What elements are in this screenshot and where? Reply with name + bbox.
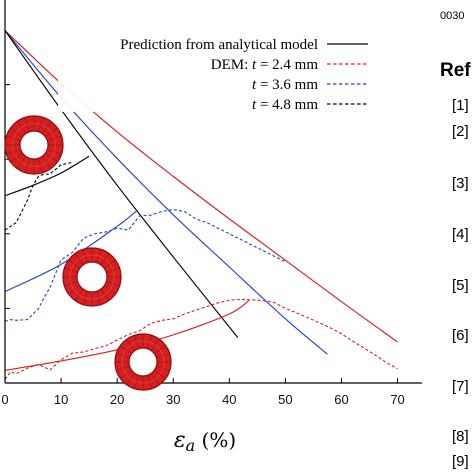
sidebar-ref-7: [7] [452, 378, 469, 395]
sidebar-ref-8: [8] [452, 428, 469, 445]
sidebar-references: 0030 Ref [1] [2] [3] [4] [5] [6] [7] [8] [9] [440, 10, 471, 470]
x-tick-label-10: 10 [54, 392, 68, 407]
series-t-2-4-mm-6 [5, 298, 398, 380]
x-tick-label-0: 0 [1, 392, 8, 407]
sidebar-ref-6: [6] [452, 327, 469, 344]
sidebar-ref-5: [5] [452, 277, 469, 294]
ring-illustrations [4, 115, 172, 391]
legend-entry-4: t = 4.8 mm [252, 97, 318, 113]
series-t-4-8-mm-8 [5, 161, 73, 231]
sidebar-ref-2: [2] [452, 123, 469, 140]
ring-specimen-icon [4, 115, 64, 175]
x-tick-label-60: 60 [334, 392, 348, 407]
x-tick-label-70: 70 [390, 392, 404, 407]
x-tick-label-30: 30 [166, 392, 180, 407]
legend-box [58, 26, 370, 112]
x-tick-label-20: 20 [110, 392, 124, 407]
series-loading-branch-t-4-8-mm-5 [5, 155, 90, 197]
legend-entry-3: t = 3.6 mm [252, 77, 318, 93]
ring-specimen-icon [62, 247, 122, 307]
sidebar-ref-4: [4] [452, 226, 469, 243]
series-t-3-6-mm-7 [5, 208, 286, 322]
series-prediction-from-analytical-model-t-4-8-mm-2 [5, 30, 239, 338]
legend-entry-2: DEM: t = 2.4 mm [211, 57, 319, 73]
sidebar-ref-9: [9] [452, 453, 469, 470]
axes: 0 10 20 30 40 50 60 70 [1, 0, 422, 407]
x-axis-title: εa (%) [174, 428, 236, 455]
sidebar-ref-1: [1] [452, 97, 469, 114]
sidebar-top-text: 0030 [440, 10, 464, 22]
x-axis-label: εa (%) [174, 428, 236, 455]
ring-specimen-icon [114, 333, 172, 391]
sidebar-ref-3: [3] [452, 175, 469, 192]
x-tick-label-50: 50 [278, 392, 292, 407]
series-loading-branch-t-3-6-mm-4 [5, 210, 138, 293]
x-tick-label-40: 40 [222, 392, 236, 407]
sidebar-heading: Ref [440, 60, 471, 81]
legend-entry-1: Prediction from analytical model [120, 37, 318, 53]
legend: Prediction from analytical model DEM: t =… [58, 26, 370, 113]
